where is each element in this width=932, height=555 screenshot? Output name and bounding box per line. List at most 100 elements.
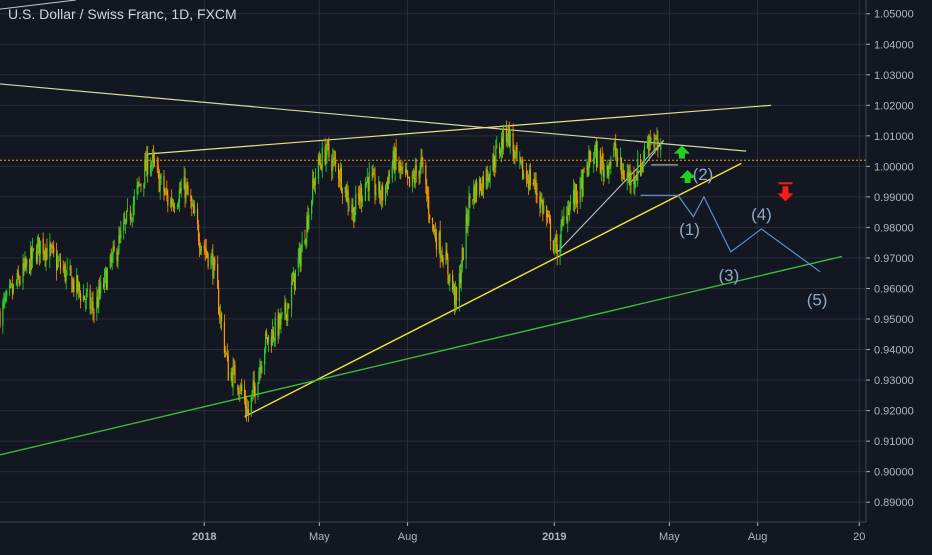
- candle-body: [505, 127, 507, 142]
- candle-body: [339, 169, 342, 182]
- candle-body: [70, 265, 72, 275]
- candle-body: [225, 353, 227, 355]
- candle-body: [509, 131, 511, 147]
- candle-body: [46, 247, 48, 260]
- candle-body: [37, 237, 39, 245]
- candle-body: [331, 158, 333, 172]
- candle-body: [338, 179, 341, 180]
- candle-body: [131, 217, 133, 221]
- candle-body: [9, 283, 12, 285]
- candle-body: [17, 270, 19, 278]
- candle-body: [365, 181, 367, 186]
- candle-body: [394, 149, 396, 172]
- candle-body: [385, 182, 388, 185]
- candle-body: [642, 160, 645, 163]
- candle-body: [79, 293, 82, 302]
- candle-body: [453, 284, 455, 291]
- y-tick-label: 0.98000: [874, 222, 914, 234]
- candle-body: [516, 145, 518, 158]
- candle-body: [91, 301, 93, 303]
- candle-body: [480, 189, 483, 195]
- y-tick-label: 0.92000: [874, 406, 914, 418]
- candle-body: [261, 365, 263, 374]
- candle-body: [502, 126, 505, 150]
- candle-body: [103, 271, 106, 286]
- candle-body: [203, 245, 205, 249]
- candle-body: [588, 151, 590, 176]
- candle-body: [476, 182, 478, 196]
- candle-body: [391, 165, 393, 179]
- candle-body: [453, 286, 456, 305]
- candle-body: [24, 259, 26, 270]
- candle-body: [145, 159, 147, 171]
- candle-body: [499, 146, 501, 154]
- candle-body: [641, 162, 644, 164]
- candle-body: [102, 283, 105, 288]
- candle-body: [207, 253, 209, 267]
- candle-body: [608, 164, 610, 176]
- candle-body: [298, 247, 300, 257]
- candle-body: [136, 185, 138, 194]
- candle-body: [51, 246, 53, 249]
- candle-body: [179, 188, 181, 193]
- y-tick-label: 0.90000: [874, 467, 914, 479]
- candle-body: [278, 313, 280, 336]
- candle-body: [267, 335, 270, 342]
- candle-body: [32, 247, 34, 259]
- candle-body: [246, 408, 249, 414]
- candle-body: [580, 178, 582, 180]
- candle-body: [455, 287, 458, 301]
- support-line-green: [0, 255, 843, 456]
- candle-body: [351, 204, 353, 213]
- candle-body: [568, 209, 570, 216]
- candle-body: [519, 157, 521, 159]
- wave-label: (3): [718, 266, 739, 285]
- candle-body: [324, 147, 326, 165]
- candle-body: [286, 313, 288, 321]
- candle-body: [193, 204, 195, 214]
- candle-body: [125, 210, 128, 222]
- candle-body: [223, 321, 226, 354]
- candle-body: [528, 170, 530, 189]
- candle-body: [76, 275, 78, 293]
- candle-body: [655, 137, 657, 140]
- candle-body: [400, 162, 402, 171]
- candle-body: [353, 207, 355, 223]
- candle-body: [489, 171, 491, 182]
- candle-body: [520, 157, 522, 163]
- y-tick-label: 0.99000: [874, 192, 914, 204]
- candle-body: [144, 161, 146, 186]
- candle-body: [22, 263, 24, 284]
- candle-body: [567, 207, 569, 224]
- candle-body: [139, 184, 141, 186]
- candle-body: [434, 229, 436, 240]
- candle-body: [616, 156, 618, 158]
- candle-body: [8, 285, 11, 290]
- candle-body: [465, 214, 467, 259]
- candle-body: [478, 178, 481, 195]
- candle-body: [163, 175, 165, 193]
- candle-body: [197, 224, 200, 241]
- candle-body: [78, 282, 80, 290]
- candle-body: [622, 170, 624, 180]
- candle-body: [105, 271, 108, 290]
- candle-body: [230, 372, 232, 380]
- candle-body: [435, 237, 437, 250]
- candle-body: [55, 253, 58, 271]
- candle-body: [572, 189, 575, 204]
- candle-body: [259, 366, 261, 372]
- candle-body: [374, 174, 376, 196]
- candle-body: [172, 204, 175, 208]
- candle-body: [333, 157, 335, 159]
- candle-body: [190, 195, 192, 202]
- candle-body: [548, 215, 551, 221]
- candle-body: [514, 150, 516, 157]
- candle-body: [623, 178, 625, 180]
- candle-body: [587, 165, 589, 176]
- candle-body: [245, 406, 248, 415]
- candle-body: [35, 251, 38, 262]
- candle-body: [552, 240, 554, 252]
- candle-body: [314, 176, 317, 184]
- candle-body: [354, 211, 356, 222]
- candle-body: [199, 249, 202, 251]
